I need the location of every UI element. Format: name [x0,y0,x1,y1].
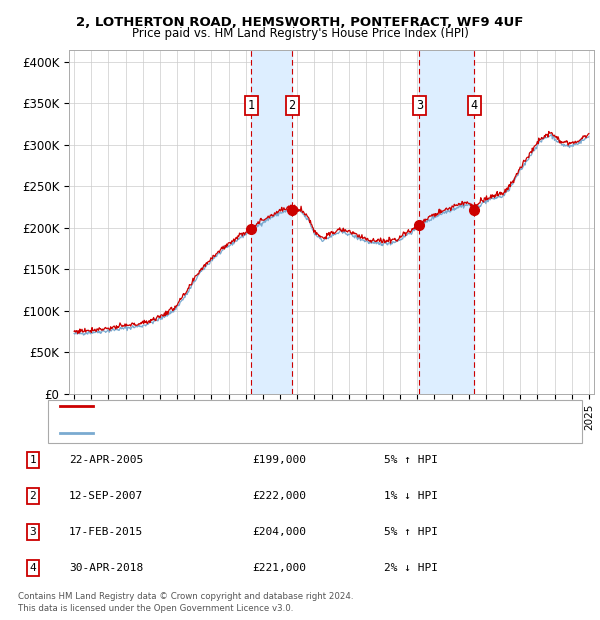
Text: 1: 1 [29,455,37,465]
Text: 30-APR-2018: 30-APR-2018 [69,563,143,573]
Text: 2% ↓ HPI: 2% ↓ HPI [384,563,438,573]
Text: 2, LOTHERTON ROAD, HEMSWORTH, PONTEFRACT, WF9 4UF (detached house): 2, LOTHERTON ROAD, HEMSWORTH, PONTEFRACT… [102,401,531,411]
Text: £221,000: £221,000 [252,563,306,573]
Text: Price paid vs. HM Land Registry's House Price Index (HPI): Price paid vs. HM Land Registry's House … [131,27,469,40]
Text: This data is licensed under the Open Government Licence v3.0.: This data is licensed under the Open Gov… [18,603,293,613]
Text: 1% ↓ HPI: 1% ↓ HPI [384,491,438,501]
Text: 2: 2 [29,491,37,501]
Bar [251,50,292,394]
Bar [419,50,475,394]
Text: 17-FEB-2015: 17-FEB-2015 [69,527,143,537]
Text: 12-SEP-2007: 12-SEP-2007 [69,491,143,501]
Text: Contains HM Land Registry data © Crown copyright and database right 2024.: Contains HM Land Registry data © Crown c… [18,592,353,601]
Text: £199,000: £199,000 [252,455,306,465]
Text: 1: 1 [247,99,254,112]
Text: HPI: Average price, detached house, Wakefield: HPI: Average price, detached house, Wake… [102,428,358,438]
Text: 2, LOTHERTON ROAD, HEMSWORTH, PONTEFRACT, WF9 4UF: 2, LOTHERTON ROAD, HEMSWORTH, PONTEFRACT… [76,16,524,29]
Text: 4: 4 [471,99,478,112]
Text: 22-APR-2005: 22-APR-2005 [69,455,143,465]
Text: 4: 4 [29,563,37,573]
Text: 5% ↑ HPI: 5% ↑ HPI [384,527,438,537]
Text: £222,000: £222,000 [252,491,306,501]
Text: 5% ↑ HPI: 5% ↑ HPI [384,455,438,465]
Text: £204,000: £204,000 [252,527,306,537]
Text: 3: 3 [416,99,423,112]
Text: 3: 3 [29,527,37,537]
Text: 2: 2 [289,99,296,112]
